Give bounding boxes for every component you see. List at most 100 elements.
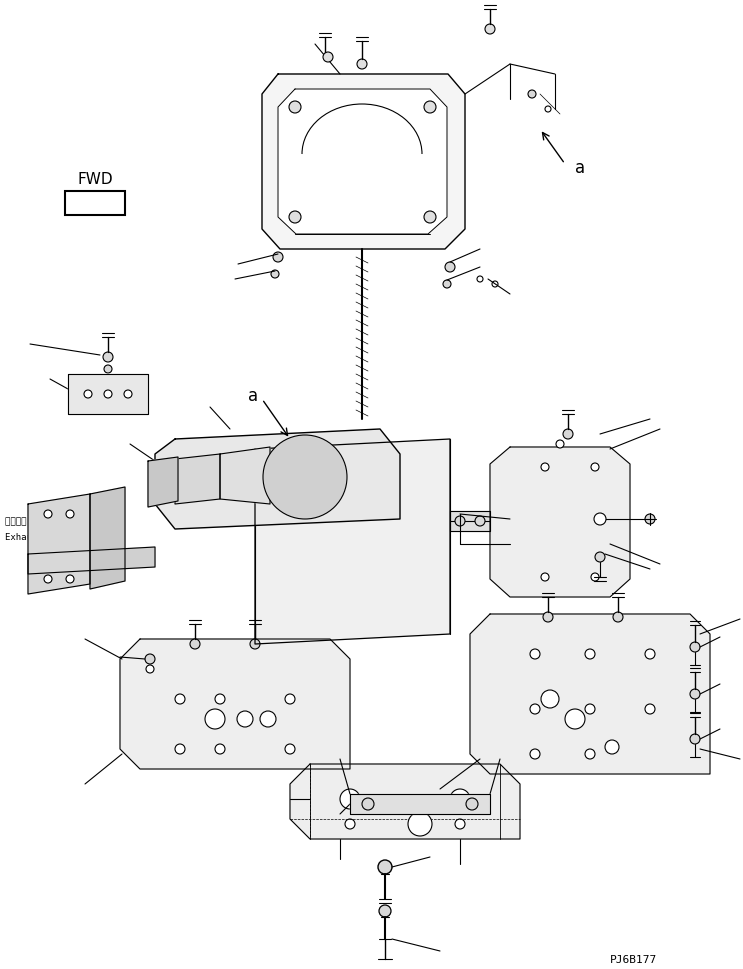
Circle shape	[477, 277, 483, 283]
Circle shape	[645, 649, 655, 659]
Circle shape	[443, 281, 451, 289]
Circle shape	[530, 704, 540, 714]
Circle shape	[645, 515, 655, 524]
Circle shape	[44, 576, 52, 583]
Circle shape	[565, 709, 585, 730]
Circle shape	[340, 789, 360, 809]
Circle shape	[475, 516, 485, 526]
Circle shape	[215, 694, 225, 704]
Circle shape	[591, 463, 599, 472]
Circle shape	[215, 744, 225, 754]
Bar	[65, 192, 125, 216]
Circle shape	[424, 102, 436, 114]
Circle shape	[541, 574, 549, 581]
Circle shape	[492, 282, 498, 288]
Circle shape	[271, 444, 339, 512]
Circle shape	[530, 649, 540, 659]
Circle shape	[285, 744, 295, 754]
Circle shape	[190, 640, 200, 649]
Circle shape	[543, 612, 553, 622]
Circle shape	[145, 654, 155, 665]
Circle shape	[289, 212, 301, 224]
Polygon shape	[90, 487, 125, 589]
Circle shape	[591, 574, 599, 581]
Circle shape	[271, 270, 279, 279]
Circle shape	[285, 694, 295, 704]
Circle shape	[530, 749, 540, 760]
Text: a: a	[575, 159, 585, 176]
Circle shape	[250, 640, 260, 649]
Circle shape	[613, 612, 623, 622]
Circle shape	[146, 666, 154, 673]
Circle shape	[556, 441, 564, 449]
Circle shape	[273, 253, 283, 263]
Circle shape	[362, 798, 374, 810]
Circle shape	[485, 25, 495, 35]
Circle shape	[66, 576, 74, 583]
Polygon shape	[120, 640, 350, 769]
Circle shape	[605, 740, 619, 754]
Text: a: a	[248, 387, 258, 405]
Circle shape	[287, 459, 323, 495]
Polygon shape	[255, 440, 450, 644]
Polygon shape	[450, 512, 490, 531]
Circle shape	[44, 511, 52, 518]
Polygon shape	[68, 375, 148, 415]
Circle shape	[295, 467, 315, 487]
Text: PJ6B177: PJ6B177	[610, 954, 658, 964]
Polygon shape	[148, 457, 178, 508]
Circle shape	[450, 789, 470, 809]
Polygon shape	[278, 90, 447, 234]
Circle shape	[357, 60, 367, 70]
Circle shape	[690, 642, 700, 652]
Circle shape	[585, 704, 595, 714]
Circle shape	[289, 102, 301, 114]
Circle shape	[424, 212, 436, 224]
Circle shape	[585, 649, 595, 659]
Text: FWD: FWD	[77, 172, 113, 187]
Circle shape	[466, 798, 478, 810]
Polygon shape	[28, 494, 90, 594]
Polygon shape	[155, 429, 400, 529]
Text: エキゾー ストマニホー ルド: エキゾー ストマニホー ルド	[5, 517, 80, 526]
Circle shape	[323, 53, 333, 63]
Circle shape	[66, 511, 74, 518]
Circle shape	[263, 435, 347, 519]
Circle shape	[237, 711, 253, 728]
Circle shape	[445, 263, 455, 272]
Circle shape	[84, 391, 92, 398]
Circle shape	[408, 812, 432, 836]
Text: Exhaust  Manifold: Exhaust Manifold	[5, 532, 97, 541]
Polygon shape	[28, 547, 155, 575]
Circle shape	[563, 429, 573, 440]
Circle shape	[175, 694, 185, 704]
Circle shape	[541, 463, 549, 472]
Circle shape	[175, 744, 185, 754]
Polygon shape	[262, 75, 465, 250]
Circle shape	[104, 391, 112, 398]
Circle shape	[379, 905, 391, 917]
Circle shape	[541, 690, 559, 708]
Circle shape	[594, 514, 606, 525]
Circle shape	[260, 711, 276, 728]
Circle shape	[124, 391, 132, 398]
Circle shape	[455, 516, 465, 526]
Polygon shape	[290, 765, 520, 839]
Circle shape	[690, 735, 700, 744]
Circle shape	[690, 689, 700, 700]
Circle shape	[645, 704, 655, 714]
Polygon shape	[470, 614, 710, 774]
Polygon shape	[490, 448, 630, 597]
Polygon shape	[220, 448, 270, 505]
Circle shape	[545, 107, 551, 112]
Polygon shape	[175, 454, 220, 505]
Circle shape	[279, 452, 331, 504]
Circle shape	[585, 749, 595, 760]
Circle shape	[345, 819, 355, 829]
Circle shape	[595, 552, 605, 562]
Polygon shape	[350, 795, 490, 814]
Circle shape	[378, 860, 392, 874]
Circle shape	[205, 709, 225, 730]
Circle shape	[455, 819, 465, 829]
Circle shape	[104, 365, 112, 374]
